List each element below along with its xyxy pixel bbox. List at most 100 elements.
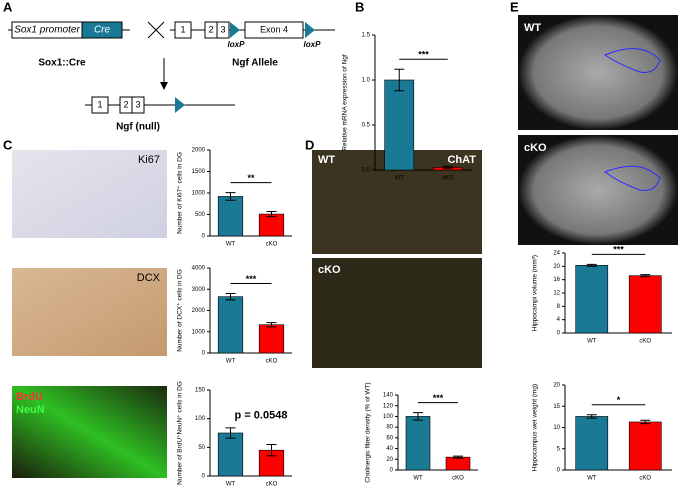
y-tick-label: 0 xyxy=(557,331,561,337)
exon: 3 xyxy=(220,24,225,34)
exon: Exon 4 xyxy=(260,24,288,34)
bar xyxy=(628,421,662,471)
bar xyxy=(628,275,662,334)
y-tick-label: 150 xyxy=(195,388,206,394)
y-tick-label: 10 xyxy=(553,425,560,431)
error-bar xyxy=(586,414,597,419)
y-tick-label: 140 xyxy=(383,393,394,399)
mri xyxy=(518,135,678,245)
x-tick-label: WT xyxy=(226,482,236,488)
y-tick-label: 1000 xyxy=(192,191,206,197)
significance: p = 0.0548 xyxy=(235,410,288,422)
y-tick-label: 120 xyxy=(383,403,394,409)
error-bar xyxy=(225,427,236,439)
y-axis-label: Number of BrdU⁺NeuN⁺ cells in DG xyxy=(177,381,184,485)
y-tick-label: 100 xyxy=(195,416,206,422)
x-tick-label: cKO xyxy=(266,242,278,248)
y-tick-label: 0.0 xyxy=(362,168,371,174)
error-bar xyxy=(586,263,597,267)
diagram xyxy=(8,21,335,114)
bar xyxy=(258,213,285,237)
image-label: Ki67 xyxy=(138,154,160,166)
y-tick-label: 15 xyxy=(553,404,560,410)
y-tick-label: 100 xyxy=(383,414,394,420)
roi xyxy=(603,165,661,191)
significance: * xyxy=(617,395,621,405)
image-label: WT xyxy=(524,22,541,34)
y-tick-label: 20 xyxy=(553,264,560,270)
y-tick-label: 80 xyxy=(386,425,393,431)
image-label: cKO xyxy=(524,142,547,154)
panel-label: E xyxy=(510,0,519,14)
bar xyxy=(217,432,244,477)
error-bar xyxy=(225,192,236,201)
x-tick-label: cKO xyxy=(266,482,278,488)
micrograph xyxy=(312,258,482,368)
y-tick-label: 4000 xyxy=(192,266,206,272)
y-tick-label: 4 xyxy=(557,317,561,323)
exon: 3 xyxy=(135,99,140,109)
y-tick-label: 0 xyxy=(202,474,206,480)
x-tick-label: WT xyxy=(226,242,236,248)
mri xyxy=(518,15,678,130)
y-tick-label: 0 xyxy=(202,234,206,240)
diagram-label: Cre xyxy=(94,25,111,36)
y-tick-label: 1000 xyxy=(192,329,206,335)
panel-label: B xyxy=(355,0,364,14)
significance: *** xyxy=(613,245,624,255)
significance: *** xyxy=(246,274,257,284)
y-axis-label: Relative mRNA expression of Ngf xyxy=(342,54,349,151)
diagram-label: Sox1::Cre xyxy=(38,58,86,69)
error-bar xyxy=(394,68,405,92)
y-tick-label: 12 xyxy=(553,291,560,297)
x-tick-label: cKO xyxy=(452,476,464,482)
roi xyxy=(603,48,661,73)
error-bar xyxy=(266,210,277,218)
y-tick-label: 40 xyxy=(386,446,393,452)
bar xyxy=(217,296,244,354)
significance: *** xyxy=(418,50,429,60)
bar xyxy=(405,416,431,471)
x-tick-label: cKO xyxy=(266,359,278,365)
y-axis-label: Hippocampi volume (mm³) xyxy=(532,255,539,331)
micrograph xyxy=(12,268,167,356)
y-axis-label: Cholinergic fiber density (% of WT) xyxy=(365,382,372,482)
bar xyxy=(384,79,415,171)
y-axis-label: Number of Ki67⁺ cells in DG xyxy=(177,152,184,234)
x-tick-label: cKO xyxy=(639,476,651,482)
y-tick-label: 24 xyxy=(553,251,560,257)
bar xyxy=(575,416,609,471)
diagram-label: Sox1 promoter xyxy=(14,25,80,36)
image-label: NeuN xyxy=(16,404,45,416)
diagram-label: Ngf Allele xyxy=(232,58,278,69)
y-tick-label: 1.0 xyxy=(362,78,371,84)
panel-label: A xyxy=(3,0,13,14)
panel-label: C xyxy=(3,137,13,152)
y-tick-label: 1.5 xyxy=(362,33,371,39)
image-label: cKO xyxy=(318,264,341,276)
bar xyxy=(575,265,609,334)
y-axis-label: Hippocampus wet weight (mg) xyxy=(532,384,539,471)
x-tick-label: cKO xyxy=(639,339,651,345)
y-tick-label: 0 xyxy=(557,468,561,474)
x-tick-label: WT xyxy=(587,476,597,482)
y-tick-label: 0.5 xyxy=(362,123,371,129)
y-tick-label: 2000 xyxy=(192,308,206,314)
y-tick-label: 0 xyxy=(202,351,206,357)
bar xyxy=(217,196,244,237)
error-bar xyxy=(413,412,423,421)
y-tick-label: 3000 xyxy=(192,287,206,293)
micrograph xyxy=(12,150,167,238)
error-bar xyxy=(266,443,277,457)
error-bar xyxy=(640,419,651,425)
x-tick-label: WT xyxy=(587,339,597,345)
y-tick-label: 2000 xyxy=(192,148,206,154)
micrograph xyxy=(12,386,167,478)
x-tick-label: WT xyxy=(413,476,423,482)
x-tick-label: WT xyxy=(226,359,236,365)
y-tick-label: 20 xyxy=(386,457,393,463)
image-label: DCX xyxy=(137,272,161,284)
y-tick-label: 8 xyxy=(557,304,561,310)
y-tick-label: 50 xyxy=(198,445,205,451)
